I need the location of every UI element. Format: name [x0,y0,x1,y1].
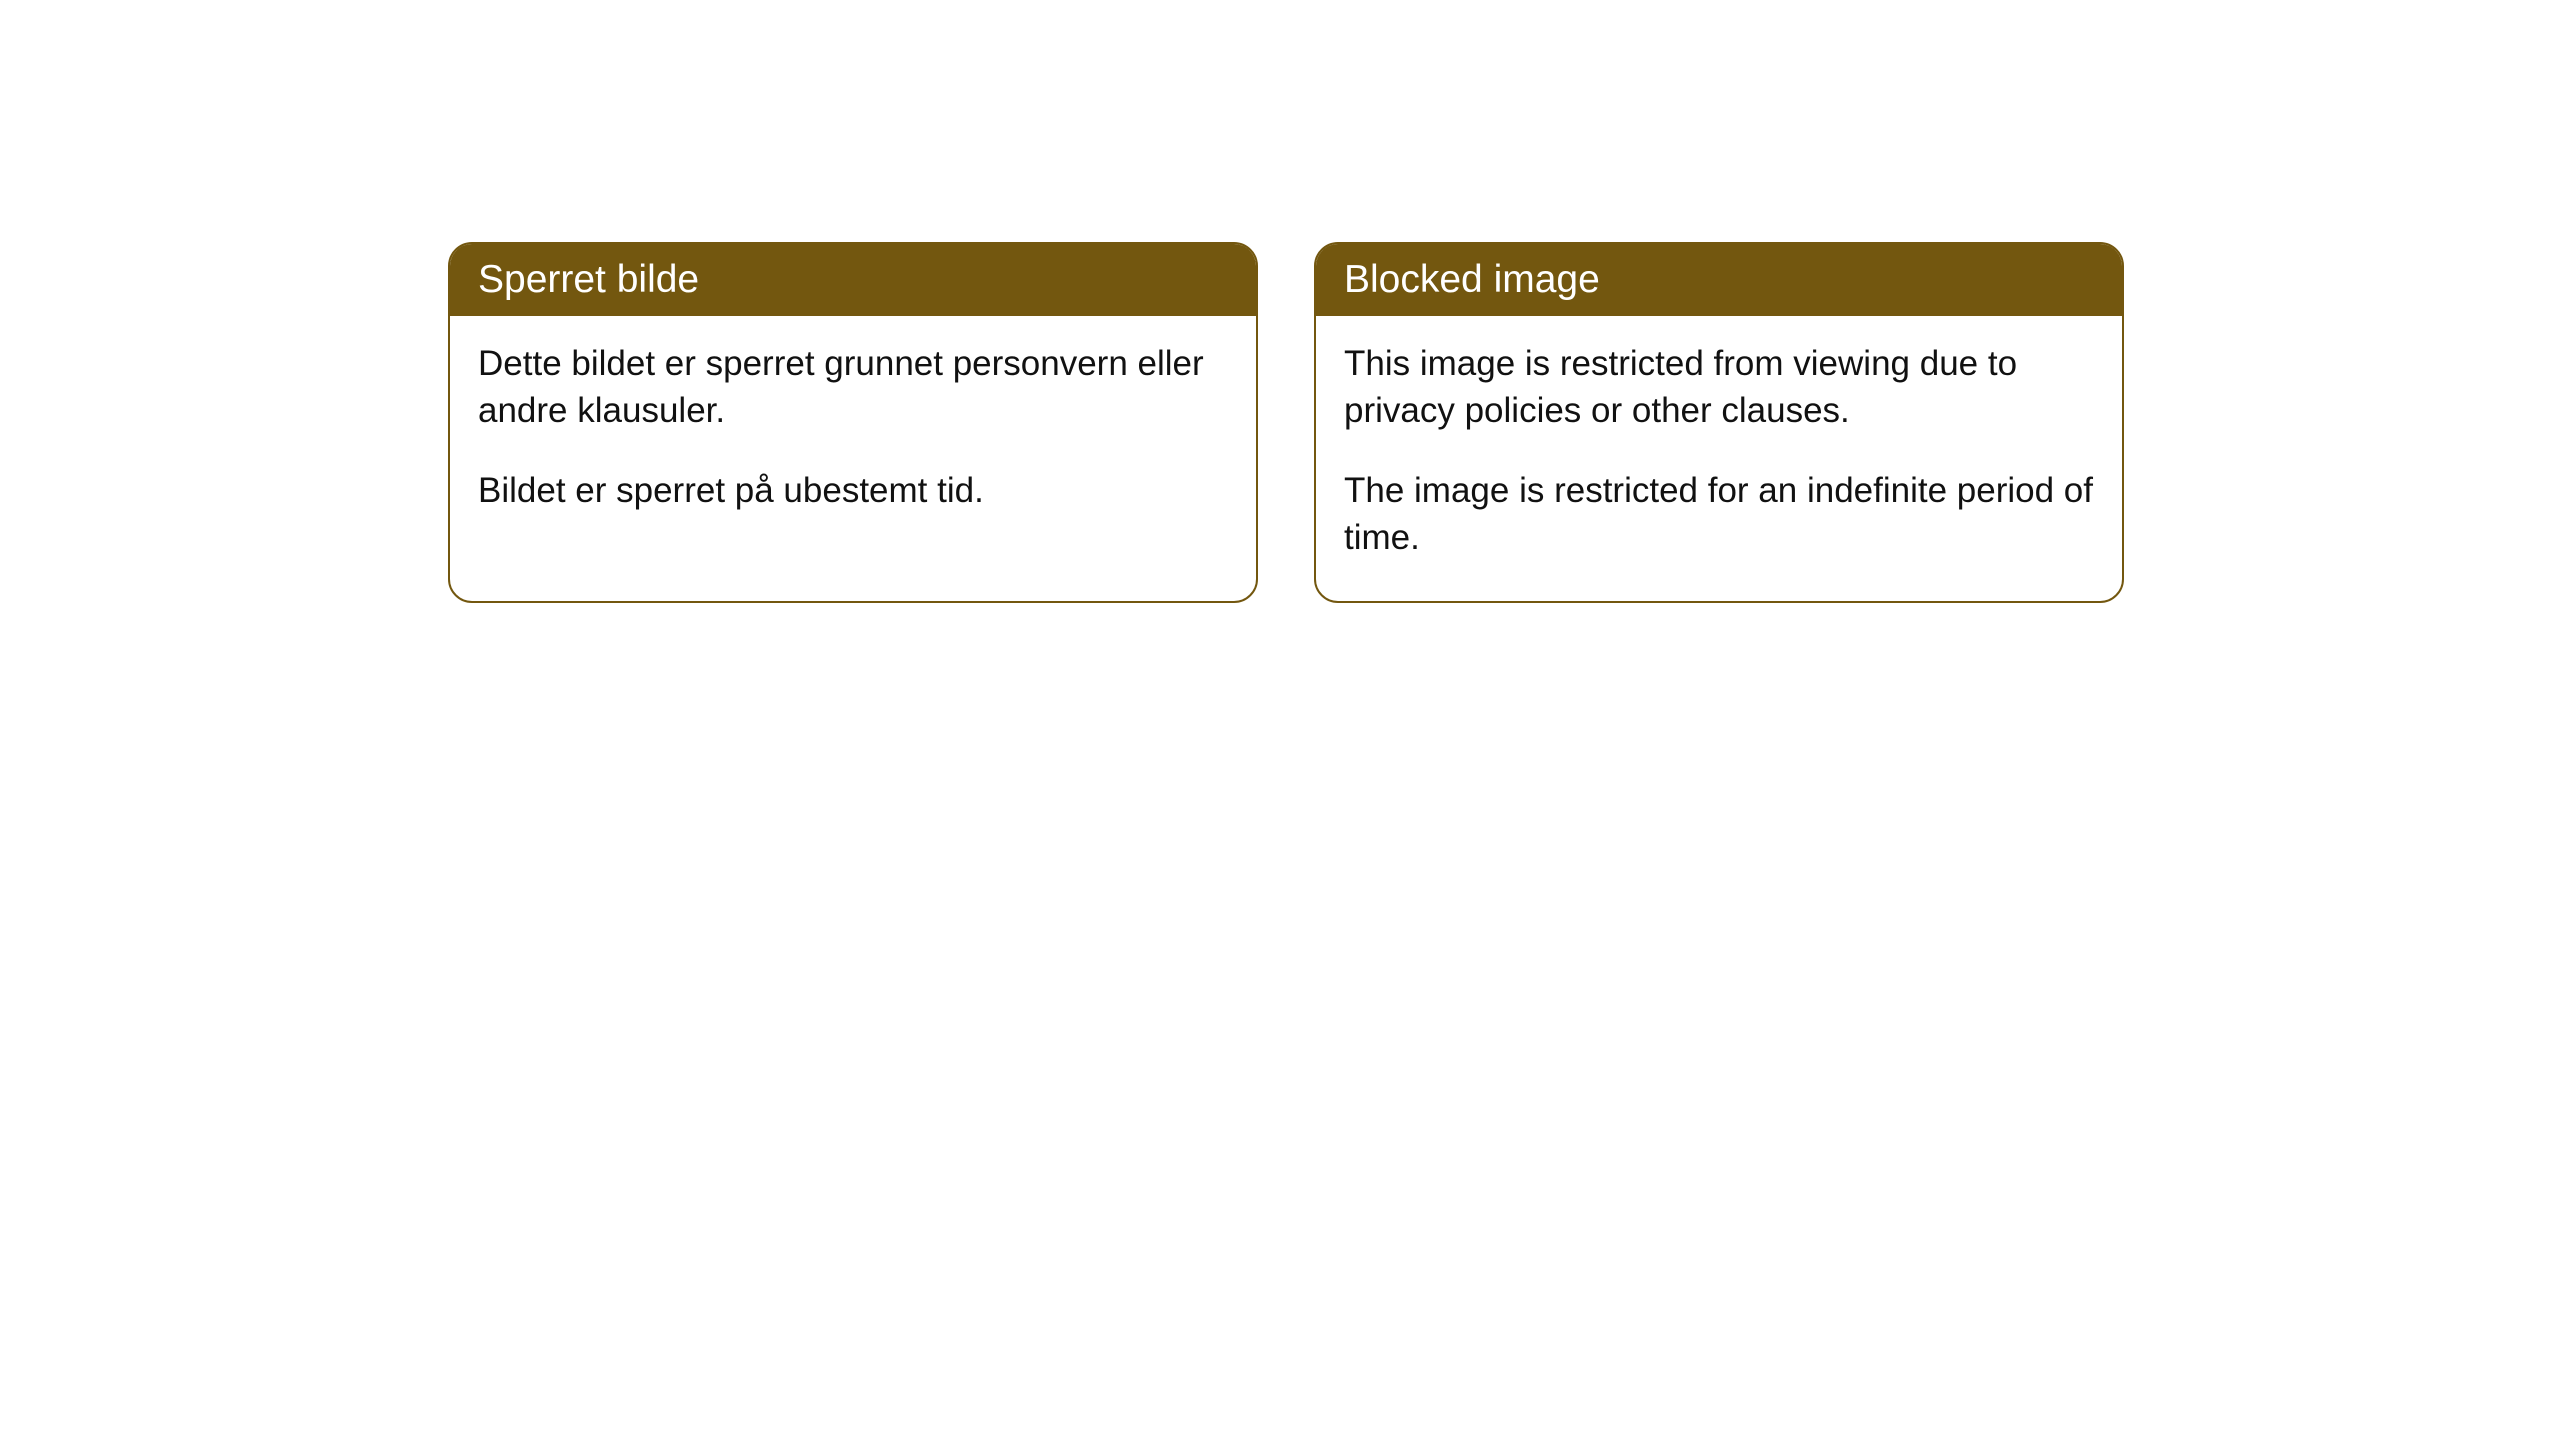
notice-card-norwegian: Sperret bilde Dette bildet er sperret gr… [448,242,1258,603]
card-paragraph: The image is restricted for an indefinit… [1344,467,2094,562]
card-body: This image is restricted from viewing du… [1316,316,2122,601]
card-body: Dette bildet er sperret grunnet personve… [450,316,1256,554]
card-paragraph: Bildet er sperret på ubestemt tid. [478,467,1228,514]
card-paragraph: This image is restricted from viewing du… [1344,340,2094,435]
card-title: Sperret bilde [478,258,699,301]
card-header: Blocked image [1316,244,2122,316]
notice-cards-container: Sperret bilde Dette bildet er sperret gr… [0,0,2560,603]
card-title: Blocked image [1344,258,1600,301]
card-header: Sperret bilde [450,244,1256,316]
notice-card-english: Blocked image This image is restricted f… [1314,242,2124,603]
card-paragraph: Dette bildet er sperret grunnet personve… [478,340,1228,435]
